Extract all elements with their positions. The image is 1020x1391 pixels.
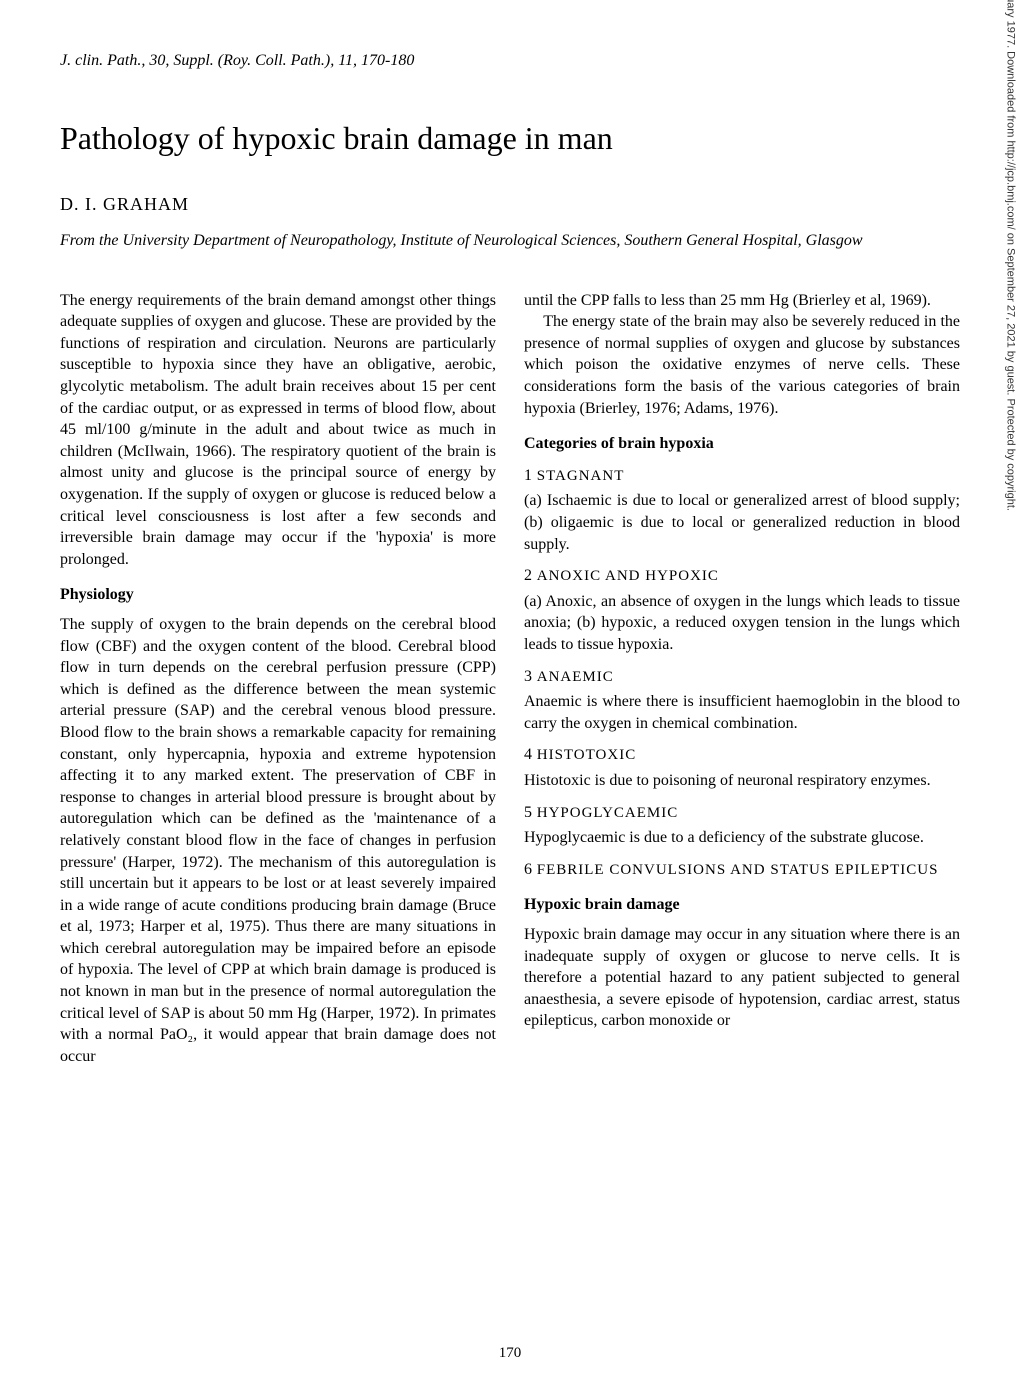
body-paragraph: Histotoxic is due to poisoning of neuron…: [524, 770, 960, 792]
left-column: The energy requirements of the brain dem…: [60, 290, 496, 1068]
body-paragraph: (a) Ischaemic is due to local or general…: [524, 490, 960, 555]
section-heading-hypoxic-damage: Hypoxic brain damage: [524, 894, 960, 916]
body-paragraph: (a) Anoxic, an absence of oxygen in the …: [524, 591, 960, 656]
subsection-label: FEBRILE CONVULSIONS AND STATUS EPILEPTIC…: [537, 862, 939, 878]
subsection-label: STAGNANT: [537, 468, 625, 484]
subsection-histotoxic: 4 HISTOTOXIC: [524, 744, 960, 766]
subsection-anoxic: 2 ANOXIC AND HYPOXIC: [524, 565, 960, 587]
section-heading-physiology: Physiology: [60, 584, 496, 606]
page-number: 170: [499, 1343, 522, 1363]
subsection-label: HISTOTOXIC: [537, 747, 636, 763]
subsection-febrile: 6 FEBRILE CONVULSIONS AND STATUS EPILEPT…: [524, 859, 960, 881]
section-heading-categories: Categories of brain hypoxia: [524, 433, 960, 455]
copyright-watermark: J Clin Pathol: first published as 10.113…: [1003, 0, 1018, 696]
author-name: D. I. GRAHAM: [60, 192, 960, 216]
body-paragraph: The energy requirements of the brain dem…: [60, 290, 496, 571]
journal-header: J. clin. Path., 30, Suppl. (Roy. Coll. P…: [60, 50, 960, 72]
right-column: until the CPP falls to less than 25 mm H…: [524, 290, 960, 1068]
subsection-label: ANAEMIC: [537, 669, 614, 685]
subsection-anaemic: 3 ANAEMIC: [524, 666, 960, 688]
subsection-hypoglycaemic: 5 HYPOGLYCAEMIC: [524, 802, 960, 824]
body-paragraph: The supply of oxygen to the brain depend…: [60, 614, 496, 1067]
body-paragraph: Hypoxic brain damage may occur in any si…: [524, 924, 960, 1032]
body-paragraph: The energy state of the brain may also b…: [524, 311, 960, 419]
subsection-label: ANOXIC AND HYPOXIC: [537, 568, 719, 584]
body-paragraph: until the CPP falls to less than 25 mm H…: [524, 290, 960, 312]
body-paragraph: Hypoglycaemic is due to a deficiency of …: [524, 827, 960, 849]
article-title: Pathology of hypoxic brain damage in man: [60, 117, 960, 160]
author-affiliation: From the University Department of Neurop…: [60, 230, 960, 252]
content-columns: The energy requirements of the brain dem…: [60, 290, 960, 1068]
subsection-stagnant: 1 STAGNANT: [524, 465, 960, 487]
body-paragraph: Anaemic is where there is insufficient h…: [524, 691, 960, 734]
subsection-label: HYPOGLYCAEMIC: [537, 805, 679, 821]
